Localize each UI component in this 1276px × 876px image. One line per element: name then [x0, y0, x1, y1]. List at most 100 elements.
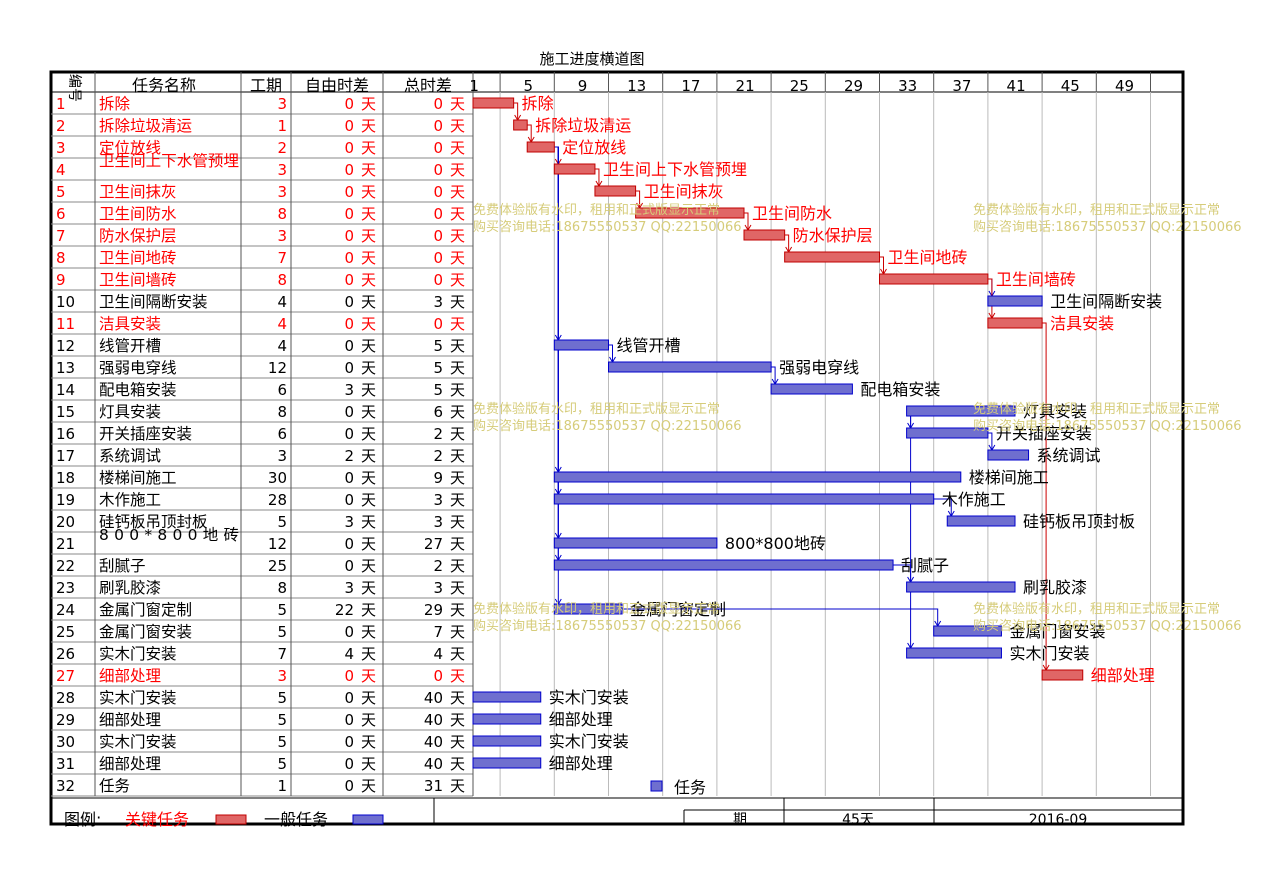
task-duration: 8	[277, 403, 287, 421]
task-id: 27	[56, 667, 75, 685]
dependency-line	[622, 608, 939, 626]
header-id: 编号	[66, 74, 82, 102]
task-total-unit: 天	[450, 689, 465, 707]
task-id: 5	[56, 183, 66, 201]
task-free-float: 0	[344, 227, 354, 245]
header-total-float: 总时差	[404, 76, 452, 95]
task-name: 细部处理	[99, 667, 161, 685]
task-id: 15	[56, 403, 75, 421]
task-total-float: 0	[433, 315, 443, 333]
bar-label: 800*800地砖	[725, 534, 826, 553]
critical-bar	[594, 185, 637, 197]
task-total-unit: 天	[450, 733, 465, 751]
task-free-float: 0	[344, 623, 354, 641]
dependency-line	[1042, 322, 1047, 670]
task-id: 3	[56, 139, 66, 157]
normal-bar	[608, 361, 772, 373]
task-total-float: 0	[433, 183, 443, 201]
task-free-float: 0	[344, 755, 354, 773]
bar-label: 强弱电穿线	[779, 358, 859, 377]
task-duration: 8	[277, 271, 287, 289]
normal-bar	[553, 471, 962, 483]
task-id: 23	[56, 579, 75, 597]
normal-bar	[933, 625, 1002, 637]
task-free-float: 3	[344, 381, 354, 399]
task-free-float: 0	[344, 689, 354, 707]
task-free-float: 0	[344, 403, 354, 421]
task-free-unit: 天	[361, 579, 376, 597]
task-total-unit: 天	[450, 645, 465, 663]
legend-task-swatch	[650, 780, 663, 792]
task-total-float: 2	[433, 447, 443, 465]
task-id: 19	[56, 491, 75, 509]
watermark-text: 免费体验版有水印，租用和正式版显示正常	[973, 601, 1220, 617]
task-total-unit: 天	[450, 227, 465, 245]
task-free-float: 0	[344, 733, 354, 751]
task-free-float: 22	[335, 601, 354, 619]
task-total-unit: 天	[450, 557, 465, 575]
task-free-unit: 天	[361, 293, 376, 311]
task-free-unit: 天	[361, 381, 376, 399]
task-duration: 6	[277, 425, 287, 443]
task-duration: 8	[277, 205, 287, 223]
task-id: 21	[56, 535, 75, 553]
footer-period-label: 期	[733, 812, 747, 828]
task-free-unit: 天	[361, 513, 376, 531]
task-id: 31	[56, 755, 75, 773]
task-free-float: 0	[344, 667, 354, 685]
task-total-float: 0	[433, 139, 443, 157]
task-free-float: 0	[344, 315, 354, 333]
bar-label: 实木门安装	[1009, 644, 1089, 663]
critical-bar	[526, 141, 555, 153]
bar-label: 开关插座安装	[996, 424, 1092, 443]
critical-bar	[553, 163, 596, 175]
task-total-float: 31	[424, 777, 443, 795]
watermark-text: 购买咨询电话:18675550537 QQ:22150066	[973, 418, 1242, 434]
task-duration: 3	[277, 183, 287, 201]
task-total-unit: 天	[450, 95, 465, 113]
task-duration: 3	[277, 95, 287, 113]
task-free-unit: 天	[361, 667, 376, 685]
normal-bar	[906, 647, 1002, 659]
bar-label: 灯具安装	[1023, 402, 1087, 421]
task-free-unit: 天	[361, 557, 376, 575]
task-name: 卫生间抹灰	[99, 183, 177, 201]
task-free-float: 0	[344, 469, 354, 487]
legend-normal-swatch	[352, 814, 384, 825]
bar-label: 卫生间抹灰	[644, 182, 724, 201]
task-total-unit: 天	[450, 183, 465, 201]
task-free-unit: 天	[361, 491, 376, 509]
task-free-float: 0	[344, 95, 354, 113]
task-id: 12	[56, 337, 75, 355]
task-total-unit: 天	[450, 381, 465, 399]
critical-bar	[472, 97, 515, 109]
task-total-unit: 天	[450, 447, 465, 465]
task-free-unit: 天	[361, 645, 376, 663]
task-id: 9	[56, 271, 66, 289]
legend-task-label: 任务	[674, 778, 706, 797]
task-free-unit: 天	[361, 425, 376, 443]
bar-label: 系统调试	[1037, 446, 1101, 465]
task-id: 17	[56, 447, 75, 465]
bar-label: 细部处理	[1091, 666, 1155, 685]
tick-label: 49	[1115, 77, 1134, 95]
task-total-float: 40	[424, 689, 443, 707]
critical-bar	[879, 273, 989, 285]
task-id: 26	[56, 645, 75, 663]
dependency-line	[608, 344, 613, 362]
task-total-unit: 天	[450, 117, 465, 135]
critical-bar	[513, 119, 528, 131]
task-id: 4	[56, 161, 66, 179]
header-duration: 工期	[250, 76, 282, 95]
task-total-float: 2	[433, 557, 443, 575]
normal-bar	[987, 449, 1030, 461]
watermark-text: 购买咨询电话:18675550537 QQ:22150066	[473, 618, 742, 634]
task-total-unit: 天	[450, 271, 465, 289]
table-header: 编号 任务名称 工期 自由时差 总时差	[66, 74, 452, 102]
task-name: 强弱电穿线	[99, 359, 177, 377]
bar-label: 卫生间隔断安装	[1050, 292, 1162, 311]
task-bars: 拆除拆除垃圾清运定位放线卫生间上下水管预埋卫生间抹灰卫生间防水防水保护层卫生间地…	[472, 94, 1162, 773]
task-free-unit: 天	[361, 359, 376, 377]
task-total-unit: 天	[450, 403, 465, 421]
task-id: 16	[56, 425, 75, 443]
